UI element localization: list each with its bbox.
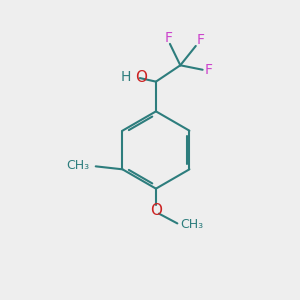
- Text: O: O: [135, 70, 147, 85]
- Text: F: F: [197, 33, 205, 47]
- Text: CH₃: CH₃: [180, 218, 203, 231]
- Text: CH₃: CH₃: [66, 159, 89, 172]
- Text: F: F: [164, 31, 172, 45]
- Text: H: H: [121, 70, 131, 85]
- Text: O: O: [150, 202, 162, 217]
- Text: F: F: [205, 63, 213, 77]
